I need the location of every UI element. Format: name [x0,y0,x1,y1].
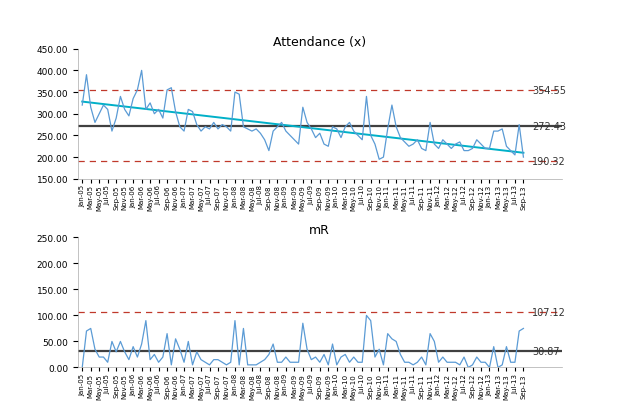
Text: 354.55: 354.55 [532,86,566,96]
Text: 30.87: 30.87 [532,347,560,356]
Title: Attendance (x): Attendance (x) [273,36,366,48]
Text: 272.43: 272.43 [532,121,566,131]
Text: 107.12: 107.12 [532,307,566,317]
Title: mR: mR [310,223,330,237]
Text: 190.32: 190.32 [532,157,565,167]
